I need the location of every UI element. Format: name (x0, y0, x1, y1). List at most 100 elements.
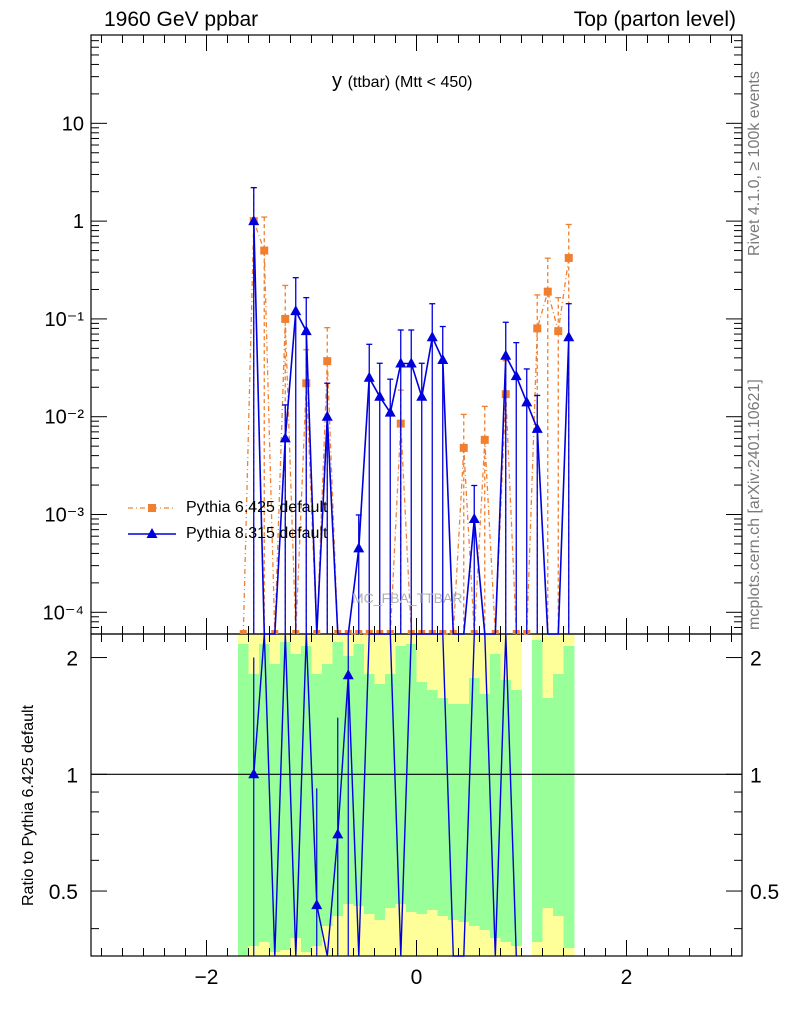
ratio-band-yellow (553, 634, 564, 674)
ratio-band-yellow (322, 634, 333, 664)
legend-label-pythia6: Pythia 6.425 default (186, 499, 328, 516)
ratio-band-yellow (332, 634, 344, 642)
y-tick-label: 1 (73, 211, 84, 233)
ratio-band-yellow (500, 942, 512, 956)
ratio-band-green (322, 634, 333, 956)
ratio-band-green (458, 634, 470, 956)
ratio-band-yellow (385, 908, 396, 956)
side-label-mcplots: mcplots.cern.ch [arXiv:2401.10621] (746, 379, 763, 630)
ratio-band-green (563, 634, 575, 956)
ratio-band-green (280, 634, 291, 956)
data-point-triangle (290, 305, 302, 316)
ratio-band-green (427, 634, 438, 956)
ratio-band-green (395, 634, 407, 956)
ratio-band-green (269, 634, 281, 956)
ratio-band-yellow (290, 634, 302, 654)
data-point-triangle (468, 512, 480, 523)
ratio-point-triangle (342, 669, 354, 680)
ratio-band-green (448, 634, 459, 956)
upper-frame (90, 34, 743, 635)
ratio-band-yellow (448, 920, 459, 956)
ratio-band-yellow (416, 634, 428, 682)
ratio-y-tick-label-right: 2 (750, 648, 762, 671)
x-tick-label: −2 (195, 966, 219, 989)
ratio-band-green (479, 634, 491, 956)
ratio-band-green (500, 634, 512, 956)
ratio-y-tick-label: 1 (66, 764, 78, 787)
ratio-band-green (290, 634, 302, 956)
ratio-band-yellow (479, 930, 491, 956)
plot-title-main: y (332, 70, 342, 92)
ratio-band-yellow (311, 634, 323, 674)
ratio-line (253, 633, 517, 957)
data-point-triangle (521, 396, 533, 407)
ratio-band-yellow (353, 634, 365, 644)
data-point-square (459, 443, 468, 452)
ratio-band-yellow (532, 942, 543, 956)
ratio-band-yellow (532, 634, 543, 640)
data-point-triangle (384, 406, 396, 417)
ratio-band-yellow (427, 634, 438, 690)
ratio-series-pythia8 (248, 633, 517, 957)
data-point-square (323, 357, 332, 366)
legend-marker-pythia6 (148, 504, 156, 512)
ratio-band-yellow (469, 634, 480, 678)
ratio-band-yellow (374, 920, 386, 956)
ratio-band-yellow (280, 950, 291, 956)
ratio-band-yellow (437, 634, 449, 698)
y-tick-label: 10⁻⁴ (43, 602, 84, 624)
series-pythia8 (248, 186, 575, 635)
ratio-band-yellow (479, 634, 491, 694)
data-point-triangle (321, 410, 333, 421)
ratio-band-yellow (553, 916, 564, 956)
ratio-band-yellow (563, 634, 575, 646)
ratio-band-green (511, 634, 522, 956)
y-tick-label: 10⁻¹ (45, 309, 85, 331)
header-right: Top (parton level) (573, 8, 736, 31)
data-point-triangle (531, 422, 543, 433)
header-left: 1960 GeV ppbar (104, 8, 259, 31)
axis-tick-labels: 10 1 10⁻¹ 10⁻² 10⁻³ 10⁻⁴ 0.5 0.5 1 1 2 2 −2 0 2 (43, 113, 780, 989)
plot-title: y (ttbar) (Mtt < 450) (332, 70, 472, 93)
series-line (242, 220, 570, 635)
x-tick-label: 2 (621, 966, 633, 989)
ratio-point-triangle (248, 768, 260, 779)
data-point-triangle (510, 370, 522, 381)
ratio-band-green (416, 634, 428, 956)
data-point-triangle (416, 390, 428, 401)
ratio-band-green (532, 634, 543, 956)
ratio-band-yellow (469, 926, 480, 956)
ratio-band-yellow (269, 634, 281, 664)
data-point-square (281, 314, 290, 323)
ratio-band-green (301, 634, 312, 956)
ratio-band-yellow (511, 634, 522, 690)
ratio-band-green (374, 634, 386, 956)
ratio-band-yellow (542, 634, 554, 698)
ratio-band-yellow (542, 908, 554, 956)
ratio-band-yellow (374, 634, 386, 684)
watermark: MC_FBA_TTBAR (352, 590, 463, 606)
ratio-point-triangle (332, 828, 344, 839)
ratio-band-green (490, 634, 501, 956)
data-point-square (480, 435, 489, 444)
ratio-band-yellow (395, 634, 407, 646)
data-point-square (260, 246, 269, 255)
ratio-band-green (542, 634, 554, 956)
data-point-triangle (300, 325, 312, 336)
ratio-band-green (437, 634, 449, 956)
side-label-rivet: Rivet 4.1.0, ≥ 100k events (746, 71, 763, 256)
ratio-band-yellow (322, 926, 333, 956)
ratio-y-tick-label: 0.5 (49, 881, 78, 904)
ratio-band-yellow (563, 948, 575, 956)
plot-title-sub: (ttbar) (Mtt < 450) (347, 74, 473, 91)
ratio-band-green (353, 634, 365, 956)
ratio-band-green (238, 634, 249, 956)
x-tick-label: 0 (411, 966, 423, 989)
y-tick-label: 10⁻³ (45, 505, 85, 527)
ratio-band-yellow (364, 634, 375, 674)
data-point-square (543, 287, 552, 296)
data-point-triangle (374, 390, 386, 401)
ratio-band-yellow (259, 942, 270, 956)
ratio-band-green (406, 634, 417, 956)
ratio-band-yellow (458, 634, 470, 704)
